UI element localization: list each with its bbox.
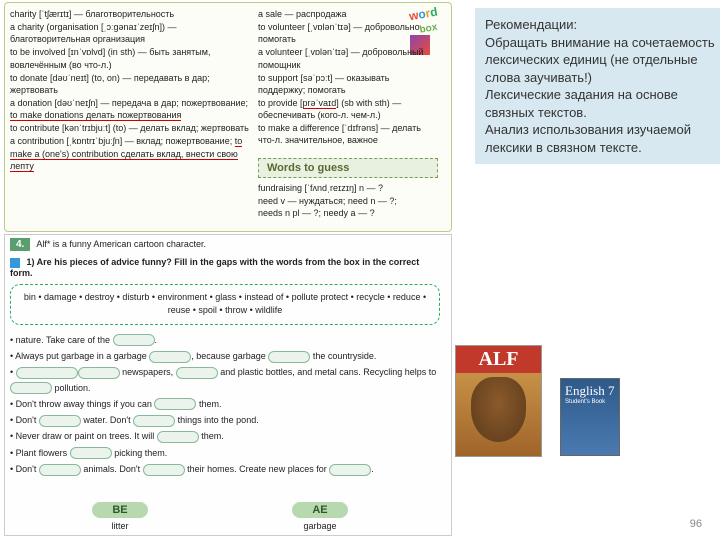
exercise-subtask: 1) Are his pieces of advice funny? Fill … xyxy=(10,257,440,278)
words-guess-list: fundraising [ˈfʌndˌreɪzɪŋ] n — ?need v —… xyxy=(258,182,438,220)
vocab-entry: a volunteer [ˌvɒlənˈtɪə] — добровольный … xyxy=(258,46,438,70)
vocab-entry: to contribute [kənˈtrɪbjuːt] (to) — дела… xyxy=(10,122,250,134)
blue-marker-icon xyxy=(10,258,20,268)
fill-item: • Never draw or paint on trees. It will … xyxy=(10,429,440,444)
word-bank: bin • damage • destroy • disturb • envir… xyxy=(10,284,440,325)
vocab-entry: to be involved [ɪnˈvɒlvd] (in sth) — быт… xyxy=(10,46,250,70)
recommend-line: Анализ использования изучаемой лексики в… xyxy=(485,121,715,156)
gap-blank[interactable] xyxy=(176,367,218,379)
gap-blank[interactable] xyxy=(70,447,112,459)
alf-face-icon xyxy=(471,377,526,442)
gap-blank[interactable] xyxy=(143,464,185,476)
be-word: litter xyxy=(60,521,180,531)
vocab-entry: to support [səˈpɔːt] — оказывать поддерж… xyxy=(258,72,438,96)
be-column: BE litter xyxy=(60,502,180,531)
vocab-entry: charity [ˈtʃærɪtɪ] — благотворительность xyxy=(10,8,250,20)
fill-item: • Don't water. Don't things into the pon… xyxy=(10,413,440,428)
vocab-entry: to donate [dəʊˈneɪt] (to, on) — передава… xyxy=(10,72,250,96)
vocab-entry: a contribution [ˌkɒntrɪˈbjuːʃn] — вклад;… xyxy=(10,135,250,171)
gap-blank[interactable] xyxy=(16,367,78,379)
vocab-entry: to volunteer [ˌvɒlənˈtɪə] — добровольно … xyxy=(258,21,438,45)
words-guess-item: fundraising [ˈfʌndˌreɪzɪŋ] n — ? xyxy=(258,182,438,195)
eng7-sub: Student's Book xyxy=(565,399,615,405)
fill-item: • Plant flowers picking them. xyxy=(10,446,440,461)
gap-blank[interactable] xyxy=(149,351,191,363)
be-ae-table: BE litter AE garbage xyxy=(60,502,380,531)
exercise-intro-text: Alf* is a funny American cartoon charact… xyxy=(36,239,206,249)
vocab-left-column: charity [ˈtʃærɪtɪ] — благотворительность… xyxy=(10,8,250,173)
alf-image: ALF xyxy=(455,345,542,457)
fill-gap-list: • nature. Take care of the .• Always put… xyxy=(10,333,440,478)
gap-blank[interactable] xyxy=(133,415,175,427)
exercise-sub-text: 1) Are his pieces of advice funny? Fill … xyxy=(10,257,419,278)
vocab-entry: to make a difference [ˈdɪfrəns] — делать… xyxy=(258,122,438,146)
gap-blank[interactable] xyxy=(329,464,371,476)
fill-item: • Don't throw away things if you can the… xyxy=(10,397,440,412)
words-guess-title: Words to guess xyxy=(258,158,438,178)
vocab-entry: to provide [prəˈvaɪd] (sb with sth) — об… xyxy=(258,97,438,121)
fill-item: • nature. Take care of the . xyxy=(10,333,440,348)
gap-blank[interactable] xyxy=(39,464,81,476)
recommend-title: Рекомендации: xyxy=(485,16,715,34)
words-to-guess-box: Words to guess fundraising [ˈfʌndˌreɪzɪŋ… xyxy=(258,158,438,220)
page-number: 96 xyxy=(690,518,702,530)
exercise-number: 4. xyxy=(10,238,30,251)
ae-head: AE xyxy=(292,502,347,518)
gap-blank[interactable] xyxy=(113,334,155,346)
english7-book: English 7 Student's Book xyxy=(560,378,620,456)
vocab-entry: a sale — распродажа xyxy=(258,8,438,20)
fill-item: • newspapers, and plastic bottles, and m… xyxy=(10,365,440,396)
alf-title: ALF xyxy=(456,346,541,373)
vocab-entry: a donation [dəʊˈneɪʃn] — передача в дар;… xyxy=(10,97,250,121)
words-guess-item: needs n pl — ?; needy a — ? xyxy=(258,207,438,220)
words-guess-item: need v — нуждаться; need n — ?; xyxy=(258,195,438,208)
exercise-intro: 4. Alf* is a funny American cartoon char… xyxy=(10,238,440,251)
vocab-entry: a charity (organisation [ˌɔːgənaɪˈzeɪʃn]… xyxy=(10,21,250,45)
ae-column: AE garbage xyxy=(260,502,380,531)
recommend-line: Лексические задания на основе связных те… xyxy=(485,86,715,121)
gap-blank[interactable] xyxy=(10,382,52,394)
gap-blank[interactable] xyxy=(157,431,199,443)
gap-blank[interactable] xyxy=(78,367,120,379)
be-head: BE xyxy=(92,502,147,518)
recommend-line: Обращать внимание на сочетаемость лексич… xyxy=(485,34,715,87)
gap-blank[interactable] xyxy=(268,351,310,363)
exercise-4: 4. Alf* is a funny American cartoon char… xyxy=(10,238,440,478)
gap-blank[interactable] xyxy=(154,398,196,410)
fill-item: • Don't animals. Don't their homes. Crea… xyxy=(10,462,440,477)
eng7-title: English 7 xyxy=(565,383,615,399)
vocab-mid-column: a sale — распродажаto volunteer [ˌvɒlənˈ… xyxy=(258,8,438,148)
fill-item: • Always put garbage in a garbage , beca… xyxy=(10,349,440,364)
ae-word: garbage xyxy=(260,521,380,531)
gap-blank[interactable] xyxy=(39,415,81,427)
recommendations-box: Рекомендации: Обращать внимание на сочет… xyxy=(475,8,720,164)
